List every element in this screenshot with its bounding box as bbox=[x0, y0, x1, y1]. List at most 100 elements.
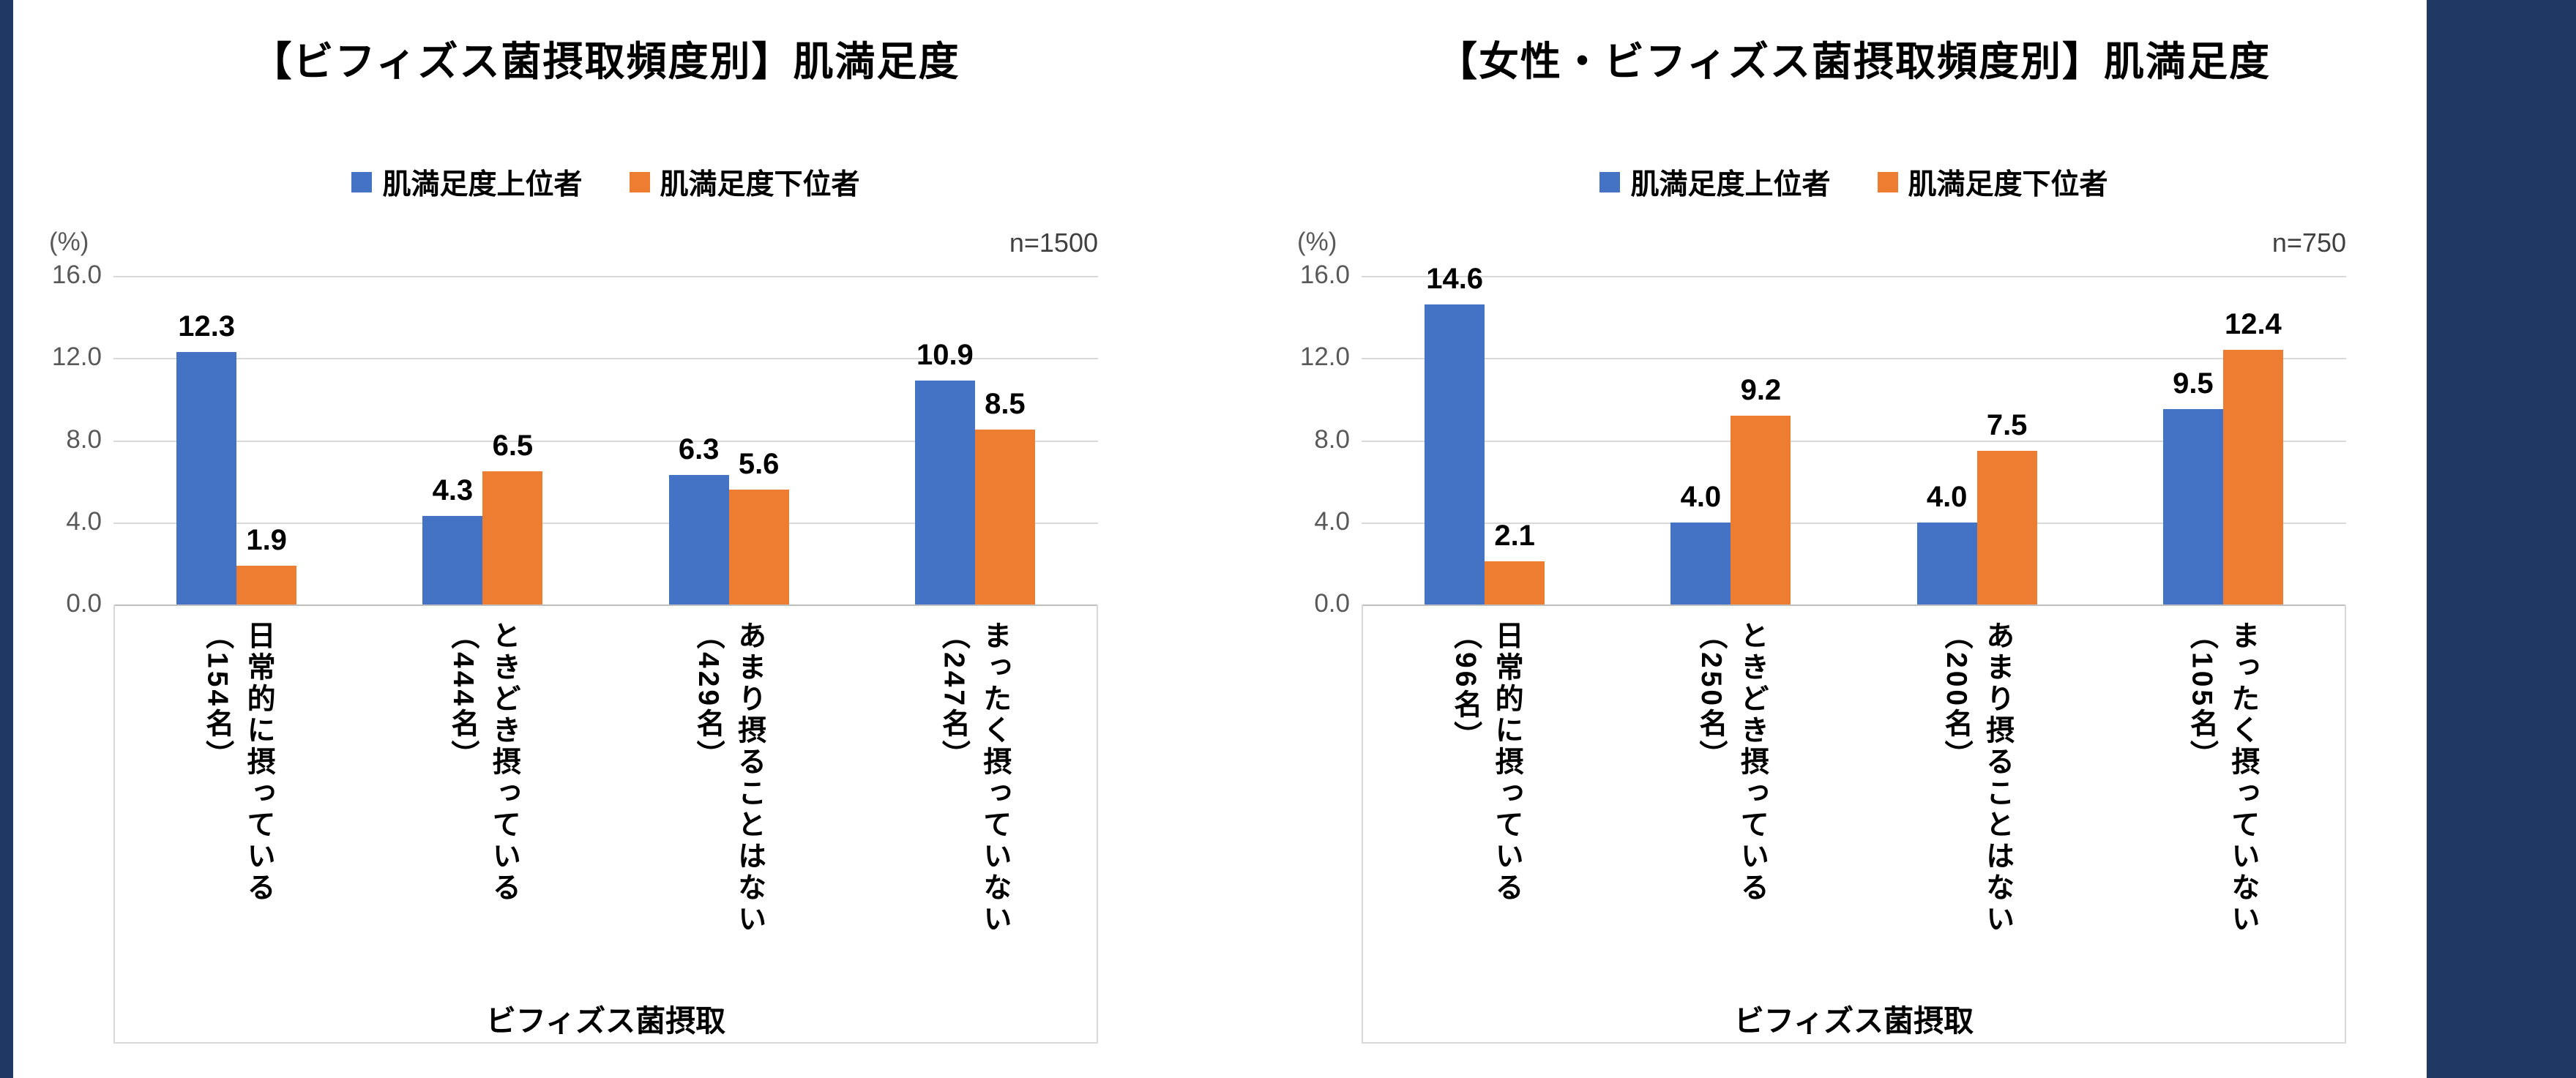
y-axis-tick-label: 12.0 bbox=[51, 343, 102, 371]
bar-bottom-group: 6.5 bbox=[482, 430, 543, 604]
value-label: 9.5 bbox=[2173, 367, 2214, 400]
gridline bbox=[113, 440, 1098, 442]
category-label-slot: あまり摂ることはない （429名） bbox=[606, 621, 851, 935]
category-label: あまり摂ることはない （429名） bbox=[692, 621, 766, 935]
gridline bbox=[1362, 440, 2346, 442]
value-label: 2.1 bbox=[1494, 520, 1535, 552]
chart-title: 【ビフィズス菌摂取頻度別】肌満足度 bbox=[251, 39, 960, 84]
category-label-slot: ときどき摂っている （444名） bbox=[360, 621, 605, 904]
sample-size-label: n=750 bbox=[2271, 228, 2346, 258]
y-axis-tick-label: 4.0 bbox=[1314, 507, 1350, 536]
category-label: 日常的に摂っている （154名） bbox=[201, 621, 275, 904]
bar-group: 6.3 5.6 bbox=[606, 276, 852, 604]
bar-top-group: 4.3 bbox=[422, 474, 483, 604]
gridline bbox=[113, 522, 1098, 524]
category-label-slot: ときどき摂っている （250名） bbox=[1608, 621, 1853, 904]
value-label: 4.0 bbox=[1926, 481, 1968, 513]
value-label: 4.0 bbox=[1680, 481, 1722, 513]
value-label: 6.3 bbox=[678, 433, 720, 465]
value-label: 12.3 bbox=[178, 310, 236, 343]
y-axis-unit-label: (%) bbox=[49, 228, 89, 256]
y-axis-tick-label: 0.0 bbox=[1314, 589, 1350, 618]
bar-bottom-group: 7.5 bbox=[1976, 409, 2037, 604]
category-label-slot: 日常的に摂っている （154名） bbox=[115, 621, 360, 904]
bar-top-group: 4.0 bbox=[1916, 481, 1977, 604]
left-border-band bbox=[0, 0, 13, 1078]
value-label: 9.2 bbox=[1740, 374, 1782, 406]
bar-bottom-group: 8.5 bbox=[974, 388, 1035, 604]
bar-bottom-group: 5.6 bbox=[728, 448, 789, 604]
value-label: 6.5 bbox=[492, 430, 534, 462]
x-axis-title: ビフィズス菌摂取 bbox=[1733, 1004, 1974, 1038]
gridline bbox=[1362, 276, 2346, 277]
x-axis-title: ビフィズス菌摂取 bbox=[485, 1004, 726, 1038]
plot-area: 14.6 2.1 4.0 9.2 4.0 7.5 9.5 12.4 bbox=[1362, 263, 2346, 606]
y-axis-tick-label: 4.0 bbox=[66, 507, 102, 536]
plot-area: 12.3 1.9 4.3 6.5 6.3 5.6 10.9 8.5 bbox=[113, 276, 1098, 606]
legend-swatch-top-group bbox=[351, 172, 373, 192]
legend-label-top-group: 肌満足度上位者 bbox=[1630, 169, 1831, 201]
bar-group: 10.9 8.5 bbox=[852, 276, 1098, 604]
legend-swatch-bottom-group bbox=[1877, 172, 1898, 192]
value-label: 1.9 bbox=[246, 524, 287, 556]
right-border-band bbox=[2427, 0, 2576, 1078]
chart-skin-satisfaction-by-bifidus-intake-women: 【女性・ビフィズス菌摂取頻度別】肌満足度 肌満足度上位者 肌満足度下位者 (%)… bbox=[1288, 18, 2357, 1068]
gridline bbox=[1362, 358, 2346, 360]
value-label: 14.6 bbox=[1426, 263, 1484, 295]
sample-size-label: n=1500 bbox=[1009, 228, 1098, 258]
bar-group: 4.0 7.5 bbox=[1854, 276, 2100, 604]
bar-top-group: 14.6 bbox=[1425, 263, 1485, 604]
value-label: 5.6 bbox=[738, 448, 780, 480]
category-label-slot: まったく摂っていない （105名） bbox=[2099, 621, 2345, 935]
value-label: 12.4 bbox=[2224, 308, 2282, 340]
chart-skin-satisfaction-by-bifidus-intake: 【ビフィズス菌摂取頻度別】肌満足度 肌満足度上位者 肌満足度下位者 (%) n=… bbox=[40, 18, 1109, 1068]
value-label: 7.5 bbox=[1986, 409, 2028, 441]
bar-bottom-group: 9.2 bbox=[1731, 374, 1791, 604]
bar-bottom-group: 12.4 bbox=[2222, 308, 2283, 604]
chart-title: 【女性・ビフィズス菌摂取頻度別】肌満足度 bbox=[1437, 39, 2271, 84]
bar-group: 12.3 1.9 bbox=[113, 276, 359, 604]
gridline bbox=[113, 358, 1098, 360]
category-label: まったく摂っていない （105名） bbox=[2186, 621, 2259, 935]
y-axis-tick-label: 16.0 bbox=[51, 261, 102, 289]
y-axis-tick-label: 12.0 bbox=[1299, 343, 1350, 371]
legend: 肌満足度上位者 肌満足度下位者 bbox=[1362, 162, 2346, 203]
legend-swatch-bottom-group bbox=[629, 172, 650, 192]
category-label-slot: 日常的に摂っている （96名） bbox=[1363, 621, 1608, 904]
category-label: 日常的に摂っている （96名） bbox=[1449, 621, 1523, 904]
gridline bbox=[1362, 522, 2346, 524]
legend-swatch-top-group bbox=[1599, 172, 1621, 192]
category-label: まったく摂っていない （247名） bbox=[938, 621, 1011, 935]
bar-top-group: 4.0 bbox=[1670, 481, 1731, 604]
category-axis-area: 日常的に摂っている （154名） ときどき摂っている （444名） あまり摂ることは… bbox=[113, 604, 1098, 1044]
category-label: あまり摂ることはない （200名） bbox=[1941, 621, 2014, 935]
legend-label-top-group: 肌満足度上位者 bbox=[382, 169, 583, 201]
legend: 肌満足度上位者 肌満足度下位者 bbox=[113, 162, 1098, 203]
bar-bottom-group: 2.1 bbox=[1485, 520, 1545, 604]
bar-bottom-group: 1.9 bbox=[236, 524, 297, 604]
category-label: ときどき摂っている （250名） bbox=[1695, 621, 1769, 904]
value-label: 10.9 bbox=[916, 339, 974, 371]
bar-top-group: 6.3 bbox=[668, 433, 729, 604]
bar-group: 4.0 9.2 bbox=[1608, 276, 1853, 604]
bar-top-group: 10.9 bbox=[914, 339, 975, 604]
category-axis-area: 日常的に摂っている （96名） ときどき摂っている （250名） あまり摂ることはな… bbox=[1362, 604, 2346, 1044]
bar-group: 9.5 12.4 bbox=[2100, 276, 2346, 604]
bar-top-group: 9.5 bbox=[2162, 367, 2223, 604]
bar-top-group: 12.3 bbox=[176, 310, 237, 604]
bar-group: 4.3 6.5 bbox=[359, 276, 605, 604]
y-axis-tick-label: 8.0 bbox=[66, 425, 102, 454]
category-label-slot: あまり摂ることはない （200名） bbox=[1854, 621, 2099, 935]
y-axis-unit-label: (%) bbox=[1297, 228, 1337, 256]
category-label: ときどき摂っている （444名） bbox=[447, 621, 520, 904]
y-axis-tick-label: 16.0 bbox=[1299, 261, 1350, 289]
category-label-slot: まったく摂っていない （247名） bbox=[851, 621, 1097, 935]
value-label: 8.5 bbox=[985, 388, 1026, 420]
gridline bbox=[113, 276, 1098, 277]
value-label: 4.3 bbox=[432, 474, 474, 506]
legend-label-bottom-group: 肌満足度下位者 bbox=[660, 169, 860, 201]
y-axis-tick-label: 8.0 bbox=[1314, 425, 1350, 454]
legend-label-bottom-group: 肌満足度下位者 bbox=[1908, 169, 2108, 201]
y-axis-tick-label: 0.0 bbox=[66, 589, 102, 618]
